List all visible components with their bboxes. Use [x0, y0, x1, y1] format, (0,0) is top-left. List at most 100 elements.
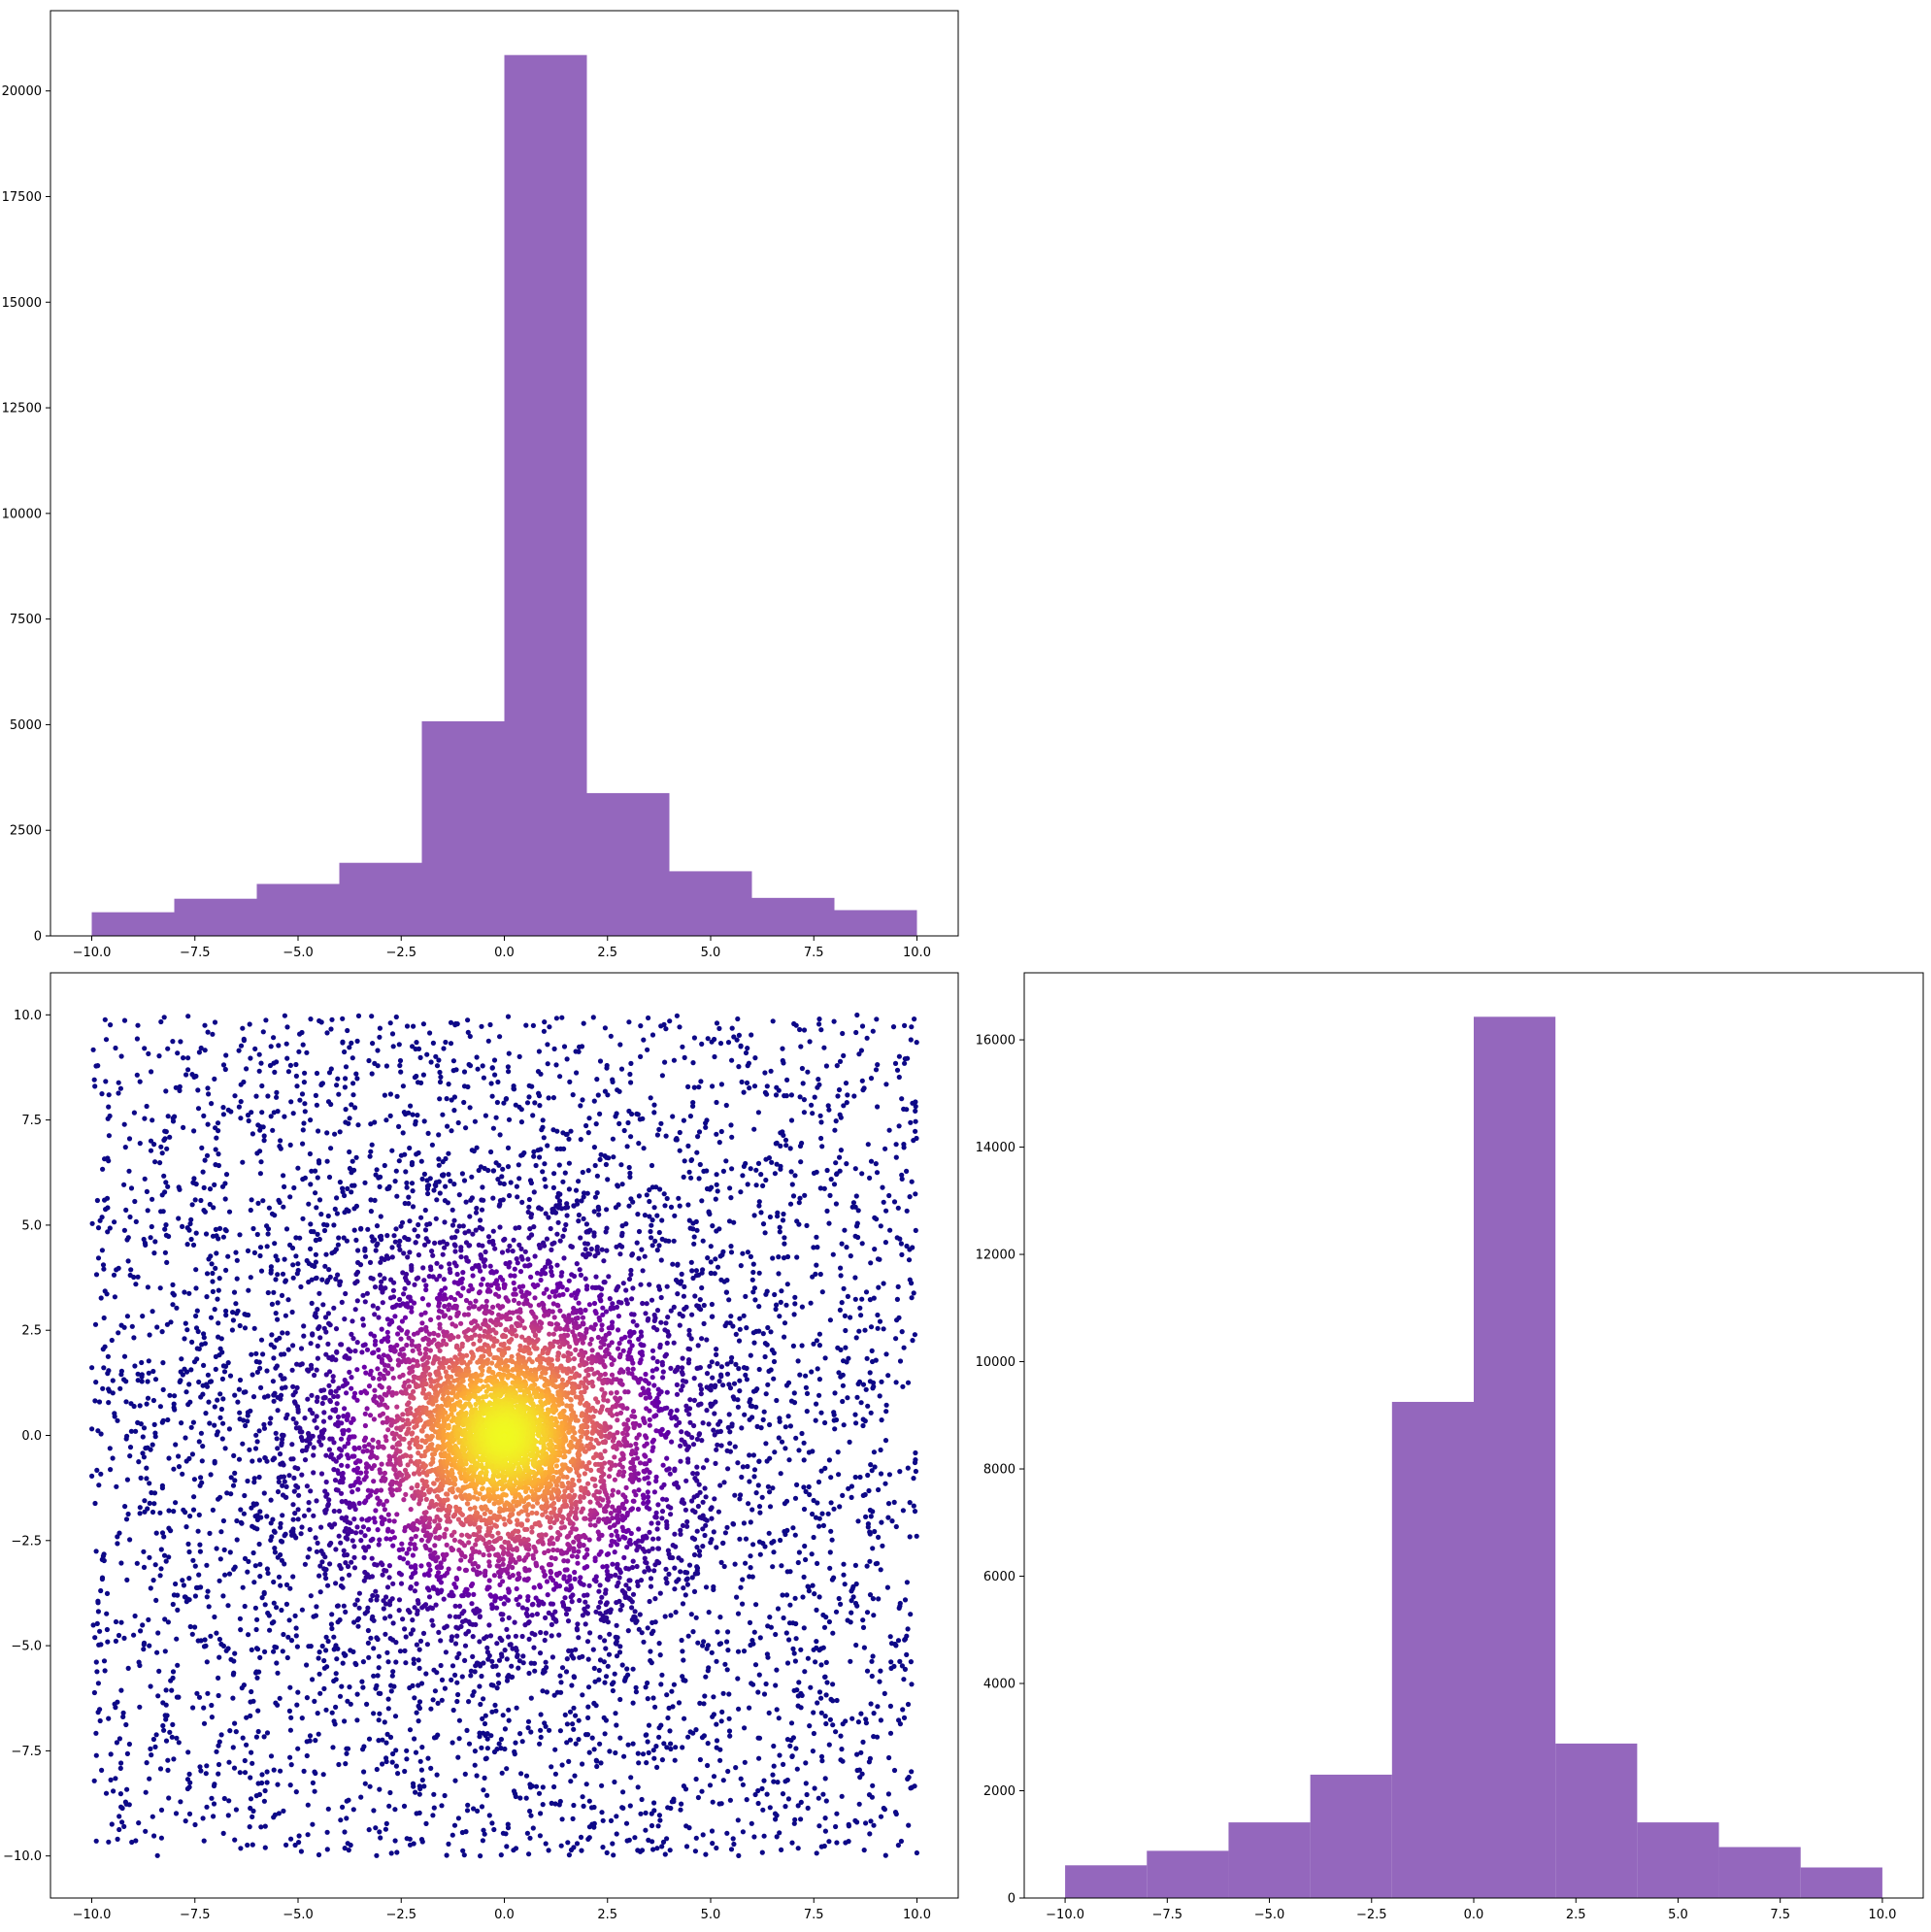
scatter-point: [106, 1092, 112, 1098]
scatter-point: [128, 1185, 135, 1191]
scatter-point: [571, 1674, 577, 1680]
scatter-point: [656, 1229, 662, 1236]
scatter-point: [420, 1021, 426, 1027]
scatter-point: [762, 1353, 768, 1360]
scatter-point: [204, 1294, 210, 1300]
scatter-point: [112, 1219, 117, 1225]
scatter-point: [203, 1771, 209, 1777]
scatter-point: [397, 1296, 403, 1303]
scatter-point: [792, 1532, 798, 1538]
scatter-point: [726, 1691, 732, 1697]
scatter-point: [823, 1659, 829, 1665]
scatter-point: [436, 1162, 442, 1168]
scatter-point: [110, 1390, 116, 1396]
scatter-point: [467, 1063, 474, 1069]
scatter-point: [205, 1690, 211, 1696]
scatter-point: [552, 1747, 558, 1752]
scatter-point: [657, 1345, 663, 1350]
scatter-point: [783, 1630, 789, 1636]
scatter-point: [822, 1465, 828, 1471]
scatter-point: [232, 1650, 238, 1656]
scatter-point: [272, 1213, 278, 1218]
top-hist-xtick-label: 2.5: [597, 946, 617, 960]
scatter-point: [440, 1239, 447, 1245]
scatter-point: [782, 1501, 788, 1507]
scatter-point: [682, 1158, 687, 1164]
scatter-point: [216, 1743, 221, 1749]
scatter-point: [664, 1340, 670, 1346]
scatter-point: [184, 1327, 190, 1333]
scatter-point: [711, 1583, 716, 1590]
scatter-point: [387, 1113, 393, 1118]
scatter-point: [630, 1700, 636, 1706]
scatter-point: [278, 1524, 283, 1530]
scatter-point: [201, 1838, 207, 1844]
scatter-point: [672, 1466, 678, 1472]
scatter-point: [210, 1507, 216, 1513]
scatter-point: [331, 1393, 337, 1400]
scatter-point: [887, 1703, 894, 1709]
scatter-point: [697, 1700, 703, 1706]
scatter-point: [141, 1647, 147, 1652]
scatter-point: [736, 1706, 742, 1712]
scatter-point: [447, 1614, 452, 1619]
top-hist-xtick-label: 5.0: [701, 946, 721, 960]
scatter-point: [670, 1114, 676, 1119]
scatter-point: [223, 1052, 229, 1058]
scatter-point: [152, 1377, 159, 1382]
scatter-point: [215, 1120, 221, 1126]
scatter-point: [876, 1596, 882, 1602]
scatter-point: [790, 1193, 797, 1199]
scatter-point: [96, 1399, 103, 1405]
scatter-point: [265, 1231, 271, 1237]
scatter-point: [196, 1439, 202, 1445]
scatter-point: [494, 1747, 500, 1752]
scatter-point: [500, 1166, 506, 1172]
scatter-point: [739, 1474, 745, 1481]
scatter-point: [421, 1118, 427, 1124]
scatter-point: [763, 1681, 769, 1687]
scatter-point: [390, 1620, 396, 1626]
scatter-point: [416, 1718, 421, 1724]
scatter-point: [883, 1082, 889, 1087]
scatter-point: [650, 1536, 656, 1542]
scatter-point: [703, 1584, 710, 1590]
scatter-point: [526, 1196, 533, 1203]
scatter-point: [518, 1152, 524, 1158]
scatter-point: [209, 1702, 215, 1709]
scatter-point: [293, 1073, 299, 1079]
scatter-point: [382, 1092, 387, 1098]
scatter-point: [586, 1749, 592, 1755]
scatter-point: [543, 1630, 549, 1636]
scatter-point: [714, 1131, 719, 1137]
scatter-point: [204, 1594, 210, 1600]
scatter-point: [667, 1018, 673, 1024]
scatter-point: [722, 1530, 729, 1536]
scatter-point: [127, 1445, 134, 1450]
scatter-point: [329, 1016, 335, 1022]
scatter-point: [165, 1767, 171, 1773]
scatter-point: [222, 1363, 229, 1369]
scatter-point: [537, 1650, 544, 1656]
scatter-point: [626, 1578, 632, 1583]
scatter-point: [413, 1789, 418, 1795]
scatter-point: [201, 1705, 207, 1711]
scatter-point: [694, 1303, 700, 1309]
scatter-point: [117, 1085, 123, 1091]
scatter-point: [452, 1641, 459, 1647]
scatter-point: [251, 1476, 257, 1482]
scatter-point: [436, 1629, 442, 1635]
scatter-point: [306, 1500, 312, 1506]
scatter-point: [412, 1736, 417, 1742]
scatter-point: [281, 1474, 286, 1480]
scatter-point: [257, 1127, 263, 1133]
scatter-point: [740, 1782, 747, 1787]
scatter-point: [390, 1287, 396, 1293]
scatter-point: [255, 1708, 261, 1714]
scatter-point: [728, 1314, 734, 1319]
scatter-point: [723, 1102, 729, 1109]
scatter-point: [914, 1040, 919, 1046]
scatter-point: [187, 1623, 193, 1630]
scatter-point: [430, 1252, 436, 1258]
scatter-point: [193, 1182, 199, 1187]
